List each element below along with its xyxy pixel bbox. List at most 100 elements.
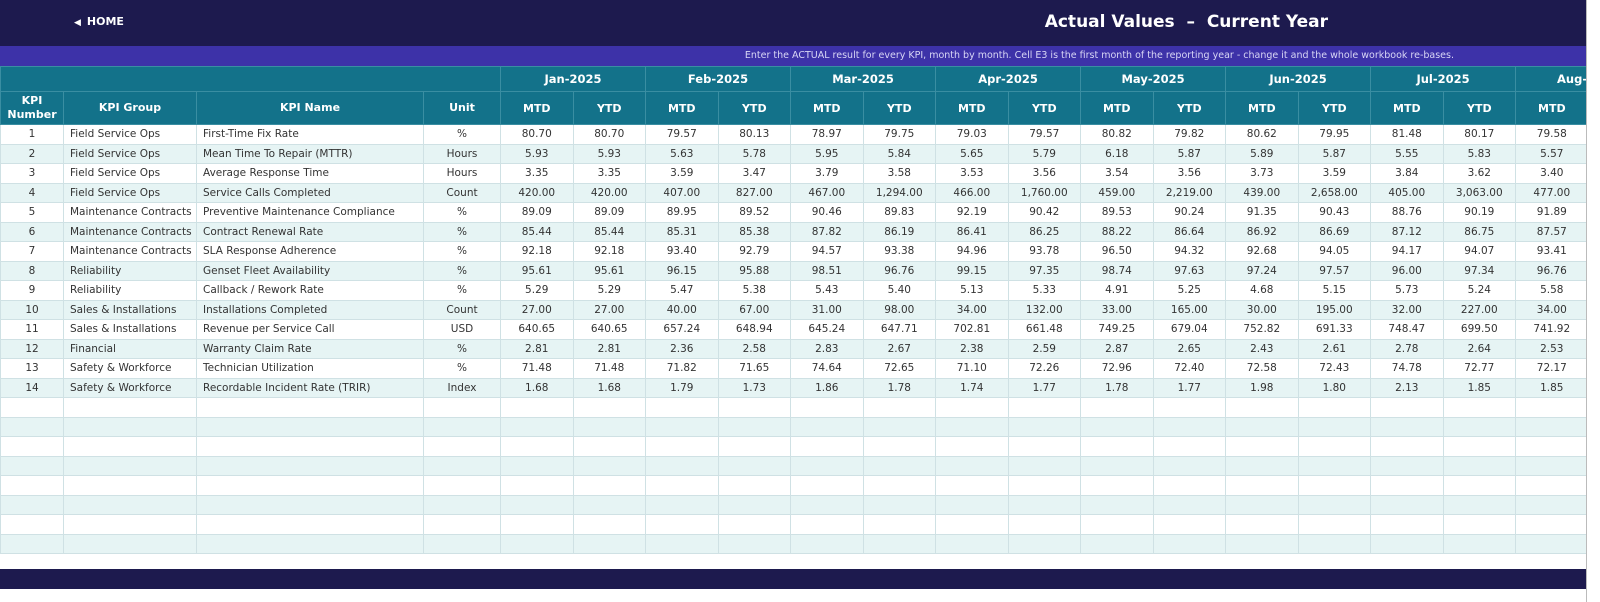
kpi-cell: 11 (0, 319, 64, 340)
value-cell: 420.00 (572, 182, 647, 203)
empty-cell (1515, 494, 1586, 515)
empty-cell (500, 514, 574, 535)
home-button[interactable]: ◀ HOME (74, 15, 124, 28)
empty-cell (790, 514, 864, 535)
value-cell: 71.10 (935, 358, 1009, 379)
empty-cell (500, 416, 574, 437)
empty-cell (790, 533, 864, 554)
month-header: Jan-2025 (499, 66, 647, 92)
value-cell: 80.17 (1442, 124, 1517, 145)
kpi-cell: 14 (0, 377, 64, 398)
empty-row (0, 475, 1586, 496)
kpi-cell: % (423, 221, 501, 242)
empty-cell (935, 397, 1009, 418)
empty-cell (1007, 397, 1082, 418)
sub-header: MTD (1515, 91, 1586, 125)
value-cell: 86.92 (1225, 221, 1299, 242)
empty-cell (1442, 397, 1517, 418)
empty-cell (0, 514, 64, 535)
empty-cell (645, 397, 719, 418)
kpi-cell: 12 (0, 338, 64, 359)
empty-cell (1297, 436, 1372, 457)
kpi-table: Jan-2025 Feb-2025 Mar-2025 Apr-2025 May-2025… (0, 66, 1586, 554)
value-cell: 3.79 (790, 163, 864, 184)
empty-cell (645, 416, 719, 437)
kpi-cell: Field Service Ops (63, 182, 197, 203)
kpi-cell: Maintenance Contracts (63, 221, 197, 242)
empty-row (0, 514, 1586, 535)
value-cell: 97.57 (1297, 260, 1372, 281)
empty-cell (1515, 436, 1586, 457)
empty-cell (1442, 455, 1517, 476)
value-cell: 86.41 (935, 221, 1009, 242)
empty-cell (1515, 397, 1586, 418)
empty-cell (1442, 436, 1517, 457)
empty-cell (0, 475, 64, 496)
empty-cell (63, 514, 197, 535)
empty-cell (500, 397, 574, 418)
empty-cell (1080, 514, 1154, 535)
value-cell: 97.63 (1152, 260, 1227, 281)
empty-cell (1225, 533, 1299, 554)
empty-cell (935, 416, 1009, 437)
empty-cell (862, 514, 937, 535)
kpi-cell: Reliability (63, 260, 197, 281)
empty-cell (423, 397, 501, 418)
kpi-cell: Preventive Maintenance Compliance (196, 202, 424, 223)
value-cell: 94.17 (1370, 241, 1444, 262)
empty-cell (196, 475, 424, 496)
empty-cell (1225, 514, 1299, 535)
value-cell: 92.18 (572, 241, 647, 262)
kpi-cell: First-Time Fix Rate (196, 124, 424, 145)
value-cell: 2.78 (1370, 338, 1444, 359)
empty-cell (935, 455, 1009, 476)
value-cell: 78.97 (790, 124, 864, 145)
value-cell: 88.22 (1080, 221, 1154, 242)
empty-cell (196, 494, 424, 515)
kpi-row: 6 Maintenance Contracts Contract Renewal R… (0, 221, 1586, 242)
empty-cell (1442, 514, 1517, 535)
value-cell: 4.68 (1225, 280, 1299, 301)
value-cell: 640.65 (500, 319, 574, 340)
value-cell: 71.48 (572, 358, 647, 379)
value-cell: 647.71 (862, 319, 937, 340)
empty-cell (1007, 475, 1082, 496)
empty-cell (63, 416, 197, 437)
value-cell: 81.48 (1370, 124, 1444, 145)
value-cell: 31.00 (790, 299, 864, 320)
value-cell: 5.15 (1297, 280, 1372, 301)
empty-cell (0, 436, 64, 457)
empty-cell (1515, 416, 1586, 437)
empty-cell (572, 455, 647, 476)
value-cell: 87.12 (1370, 221, 1444, 242)
kpi-cell: % (423, 241, 501, 262)
value-cell: 94.96 (935, 241, 1009, 262)
column-header: KPI Group (63, 91, 197, 125)
grid-wrap: Jan-2025 Feb-2025 Mar-2025 Apr-2025 May-2025… (0, 66, 1586, 566)
value-cell: 3.35 (572, 163, 647, 184)
kpi-cell: 6 (0, 221, 64, 242)
kpi-cell: 8 (0, 260, 64, 281)
value-cell: 32.00 (1370, 299, 1444, 320)
empty-cell (1370, 514, 1444, 535)
value-cell: 2.36 (645, 338, 719, 359)
empty-cell (862, 455, 937, 476)
empty-cell (63, 494, 197, 515)
sub-header: MTD (935, 91, 1009, 125)
empty-cell (572, 397, 647, 418)
value-cell: 67.00 (717, 299, 792, 320)
kpi-cell: 10 (0, 299, 64, 320)
empty-cell (935, 514, 1009, 535)
empty-cell (1007, 533, 1082, 554)
kpi-cell: Technician Utilization (196, 358, 424, 379)
empty-cell (1225, 455, 1299, 476)
kpi-row: 11 Sales & Installations Revenue per Servi… (0, 319, 1586, 340)
value-cell: 95.61 (572, 260, 647, 281)
kpi-cell: % (423, 202, 501, 223)
value-cell: 459.00 (1080, 182, 1154, 203)
value-cell: 86.19 (862, 221, 937, 242)
value-cell: 86.69 (1297, 221, 1372, 242)
value-cell: 1.79 (645, 377, 719, 398)
sub-header: YTD (572, 91, 647, 125)
value-cell: 827.00 (717, 182, 792, 203)
